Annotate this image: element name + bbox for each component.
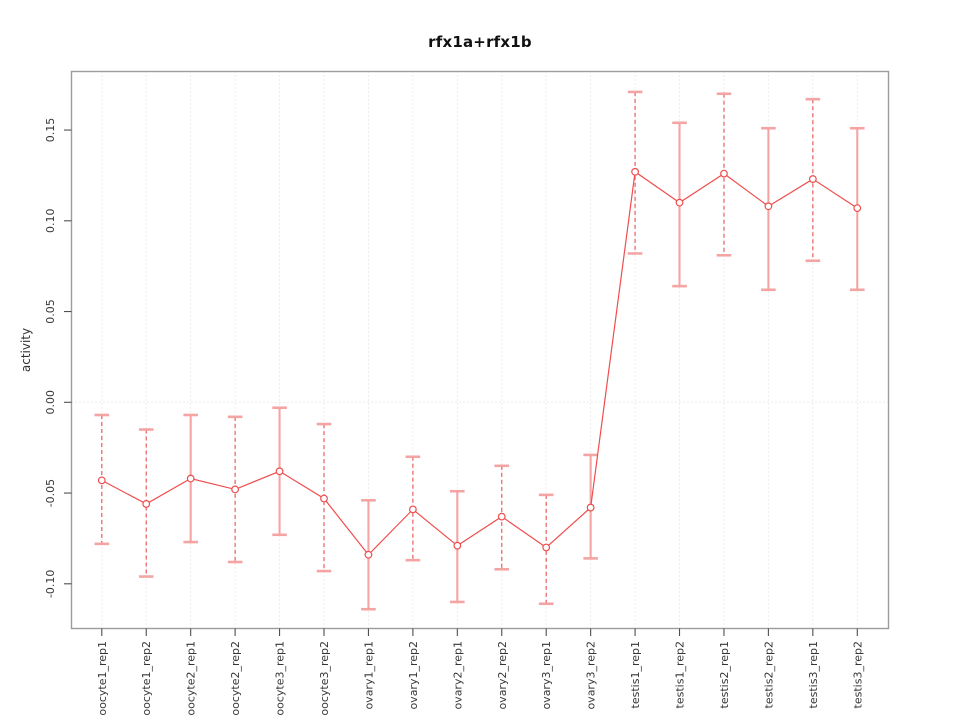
data-point-marker (275, 467, 284, 476)
x-tick-label: testis1_rep2 (674, 641, 687, 708)
x-tick-label: oocyte2_rep2 (229, 641, 242, 716)
data-point-marker (142, 500, 151, 508)
data-point-marker (764, 202, 773, 211)
x-tick-label: testis2_rep2 (762, 641, 775, 708)
x-tick-label: ovary3_rep2 (585, 641, 598, 710)
y-tick-label: 0.10 (44, 209, 57, 234)
data-point-marker (408, 505, 417, 514)
x-tick-label: testis3_rep2 (851, 641, 864, 708)
series-line (101, 170, 858, 556)
x-tick-label: ovary1_rep1 (362, 641, 375, 710)
data-point-marker (675, 198, 684, 207)
x-tick-label: ovary1_rep2 (407, 641, 420, 710)
x-tick-label: oocyte3_rep2 (318, 641, 331, 716)
x-tick-label: oocyte3_rep1 (274, 641, 287, 716)
x-tick-label: testis3_rep1 (807, 641, 820, 708)
data-point-marker (542, 543, 551, 552)
plot-border (70, 70, 890, 630)
x-tick-label: testis1_rep1 (629, 641, 642, 708)
data-point-marker (497, 512, 506, 521)
x-tick-label: ovary2_rep1 (451, 641, 464, 710)
x-tick-label: ovary2_rep2 (496, 641, 509, 710)
chart-title: rfx1a+rfx1b (428, 33, 532, 51)
x-tick-label: ovary3_rep1 (540, 641, 553, 710)
y-tick-label: 0.00 (44, 390, 57, 415)
x-tick-label: oocyte1_rep2 (140, 641, 153, 716)
y-tick-label: -0.05 (44, 479, 57, 507)
data-point-marker (320, 494, 328, 503)
data-point-marker (853, 204, 862, 212)
data-point-marker (808, 175, 817, 183)
data-point-marker (720, 169, 728, 178)
x-tick-label: oocyte2_rep1 (185, 641, 198, 716)
data-point-marker (186, 474, 195, 483)
y-tick-label: 0.05 (44, 299, 57, 324)
y-tick-label: -0.10 (44, 570, 57, 598)
data-point-marker (97, 476, 106, 485)
data-point-marker (231, 485, 240, 494)
data-point-marker (631, 167, 639, 176)
data-point-marker (364, 550, 373, 559)
data-point-marker (453, 541, 462, 550)
x-tick-label: testis2_rep1 (718, 641, 731, 708)
data-point-marker (586, 503, 595, 512)
x-tick-label: oocyte1_rep1 (96, 641, 109, 716)
y-tick-label: 0.15 (44, 118, 57, 143)
